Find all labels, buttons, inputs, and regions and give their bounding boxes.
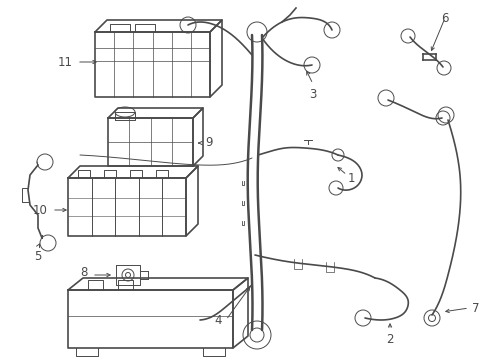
Text: 2: 2 xyxy=(386,333,394,346)
Text: 10: 10 xyxy=(33,203,48,216)
Text: 5: 5 xyxy=(34,250,42,263)
Text: 7: 7 xyxy=(472,302,480,315)
Text: 9: 9 xyxy=(205,136,213,149)
Text: 3: 3 xyxy=(309,88,317,101)
Text: 11: 11 xyxy=(58,55,73,68)
Text: 6: 6 xyxy=(441,12,449,25)
Text: 8: 8 xyxy=(81,266,88,279)
Text: 1: 1 xyxy=(348,171,356,184)
Text: 4: 4 xyxy=(215,314,222,327)
